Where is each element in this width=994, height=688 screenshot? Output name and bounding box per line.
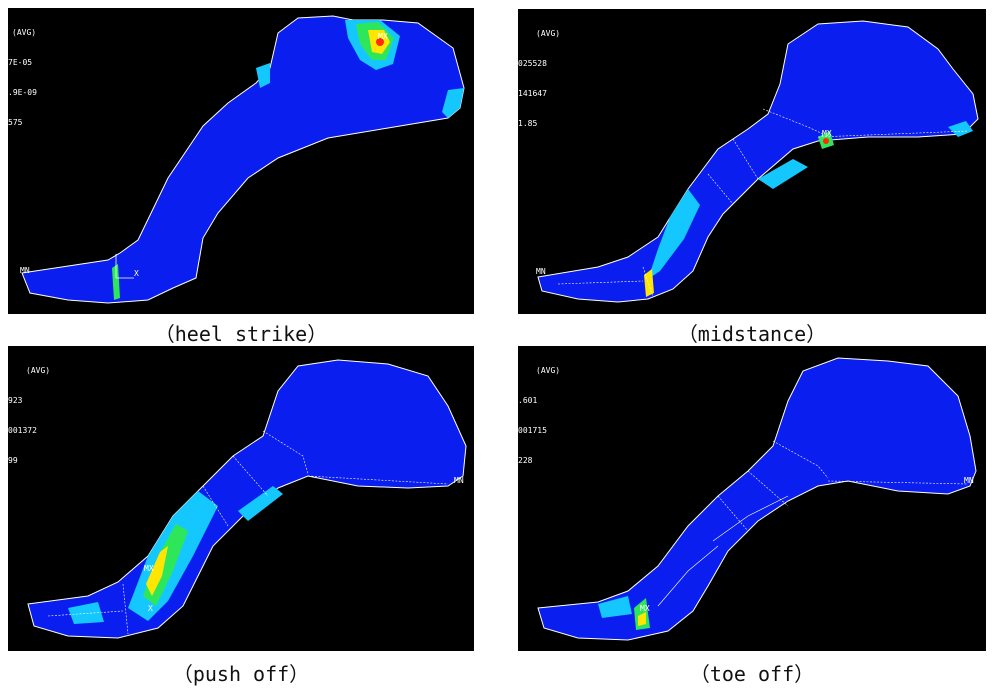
foot-model-heel-strike <box>21 15 465 304</box>
contour-plot-push-off: (AVG) 923 001372 99 MN MX X <box>8 346 474 651</box>
stress-spot-red <box>823 138 829 144</box>
stress-spot-cyan <box>598 596 632 618</box>
stress-band-cyan-2 <box>758 159 808 189</box>
min-marker: MN <box>454 476 464 485</box>
legend-value-2: 001372 <box>8 426 37 435</box>
bone-seams <box>47 430 449 635</box>
legend-avg: (AVG) <box>12 28 37 37</box>
legend-value-1: 7E-05 <box>8 58 33 67</box>
foot-model-push-off <box>27 359 467 639</box>
contour-plot-midstance: (AVG) 025528 141647 1.85 MN MX <box>518 9 986 314</box>
stress-spot-toe <box>644 269 654 297</box>
legend-readout: (AVG) 025528 141647 1.85 <box>518 9 560 149</box>
min-marker: MN <box>964 476 974 485</box>
max-marker: MX <box>144 564 154 573</box>
stress-patch-heel-right <box>442 88 464 118</box>
max-marker: MX <box>378 32 388 41</box>
stress-band-cyan-2 <box>238 486 283 521</box>
contour-plot-heel-strike: (AVG) 7E-05 .9E-09 575 MN X MX <box>8 8 474 314</box>
legend-value-2: .9E-09 <box>8 88 37 97</box>
legend-readout: (AVG) 923 001372 99 <box>8 346 50 486</box>
max-marker: MX <box>640 604 650 613</box>
axis-x-label: X <box>148 604 153 613</box>
foot-model-toe-off <box>537 357 977 641</box>
foot-body <box>27 359 467 639</box>
contour-plot-toe-off: (AVG) .601 001715 228 MN MX <box>518 346 986 651</box>
legend-value-2: 001715 <box>518 426 547 435</box>
legend-avg: (AVG) <box>26 366 51 375</box>
foot-body <box>21 15 465 304</box>
legend-readout: (AVG) 7E-05 .9E-09 575 <box>8 8 37 148</box>
legend-value-3: 228 <box>518 456 533 465</box>
stress-hotspot-red <box>376 38 384 46</box>
legend-avg: (AVG) <box>536 366 561 375</box>
caption-toe-off: （toe off） <box>689 662 815 686</box>
min-marker: MN <box>536 267 546 276</box>
stress-band-yellow <box>146 546 168 596</box>
stress-band-cyan <box>648 189 700 279</box>
caption-midstance: （midstance） <box>677 322 827 346</box>
legend-readout: (AVG) .601 001715 228 <box>518 346 560 486</box>
bone-outline <box>657 495 789 607</box>
max-marker: MX <box>822 129 832 138</box>
legend-value-1: 923 <box>8 396 23 405</box>
stress-patch-top-left <box>256 63 270 88</box>
legend-value-2: 141647 <box>518 89 547 98</box>
min-marker: MN <box>20 266 30 275</box>
legend-value-3: 99 <box>8 456 18 465</box>
foot-body <box>537 357 977 641</box>
foot-body <box>537 20 979 303</box>
legend-value-1: 025528 <box>518 59 547 68</box>
stress-patch-toe <box>112 264 120 300</box>
caption-push-off: （push off） <box>172 662 310 686</box>
bone-seams <box>557 108 969 298</box>
legend-value-1: .601 <box>518 396 538 405</box>
caption-heel-strike: （heel strike） <box>154 322 328 346</box>
foot-model-midstance <box>537 20 979 303</box>
stress-spot-yellow <box>638 612 646 626</box>
legend-value-3: 575 <box>8 118 23 127</box>
stress-spot-heel <box>948 121 973 137</box>
stress-spot-toe <box>68 602 104 624</box>
axis-x-label: X <box>134 269 139 278</box>
legend-value-3: 1.85 <box>518 119 538 128</box>
legend-avg: (AVG) <box>536 29 561 38</box>
